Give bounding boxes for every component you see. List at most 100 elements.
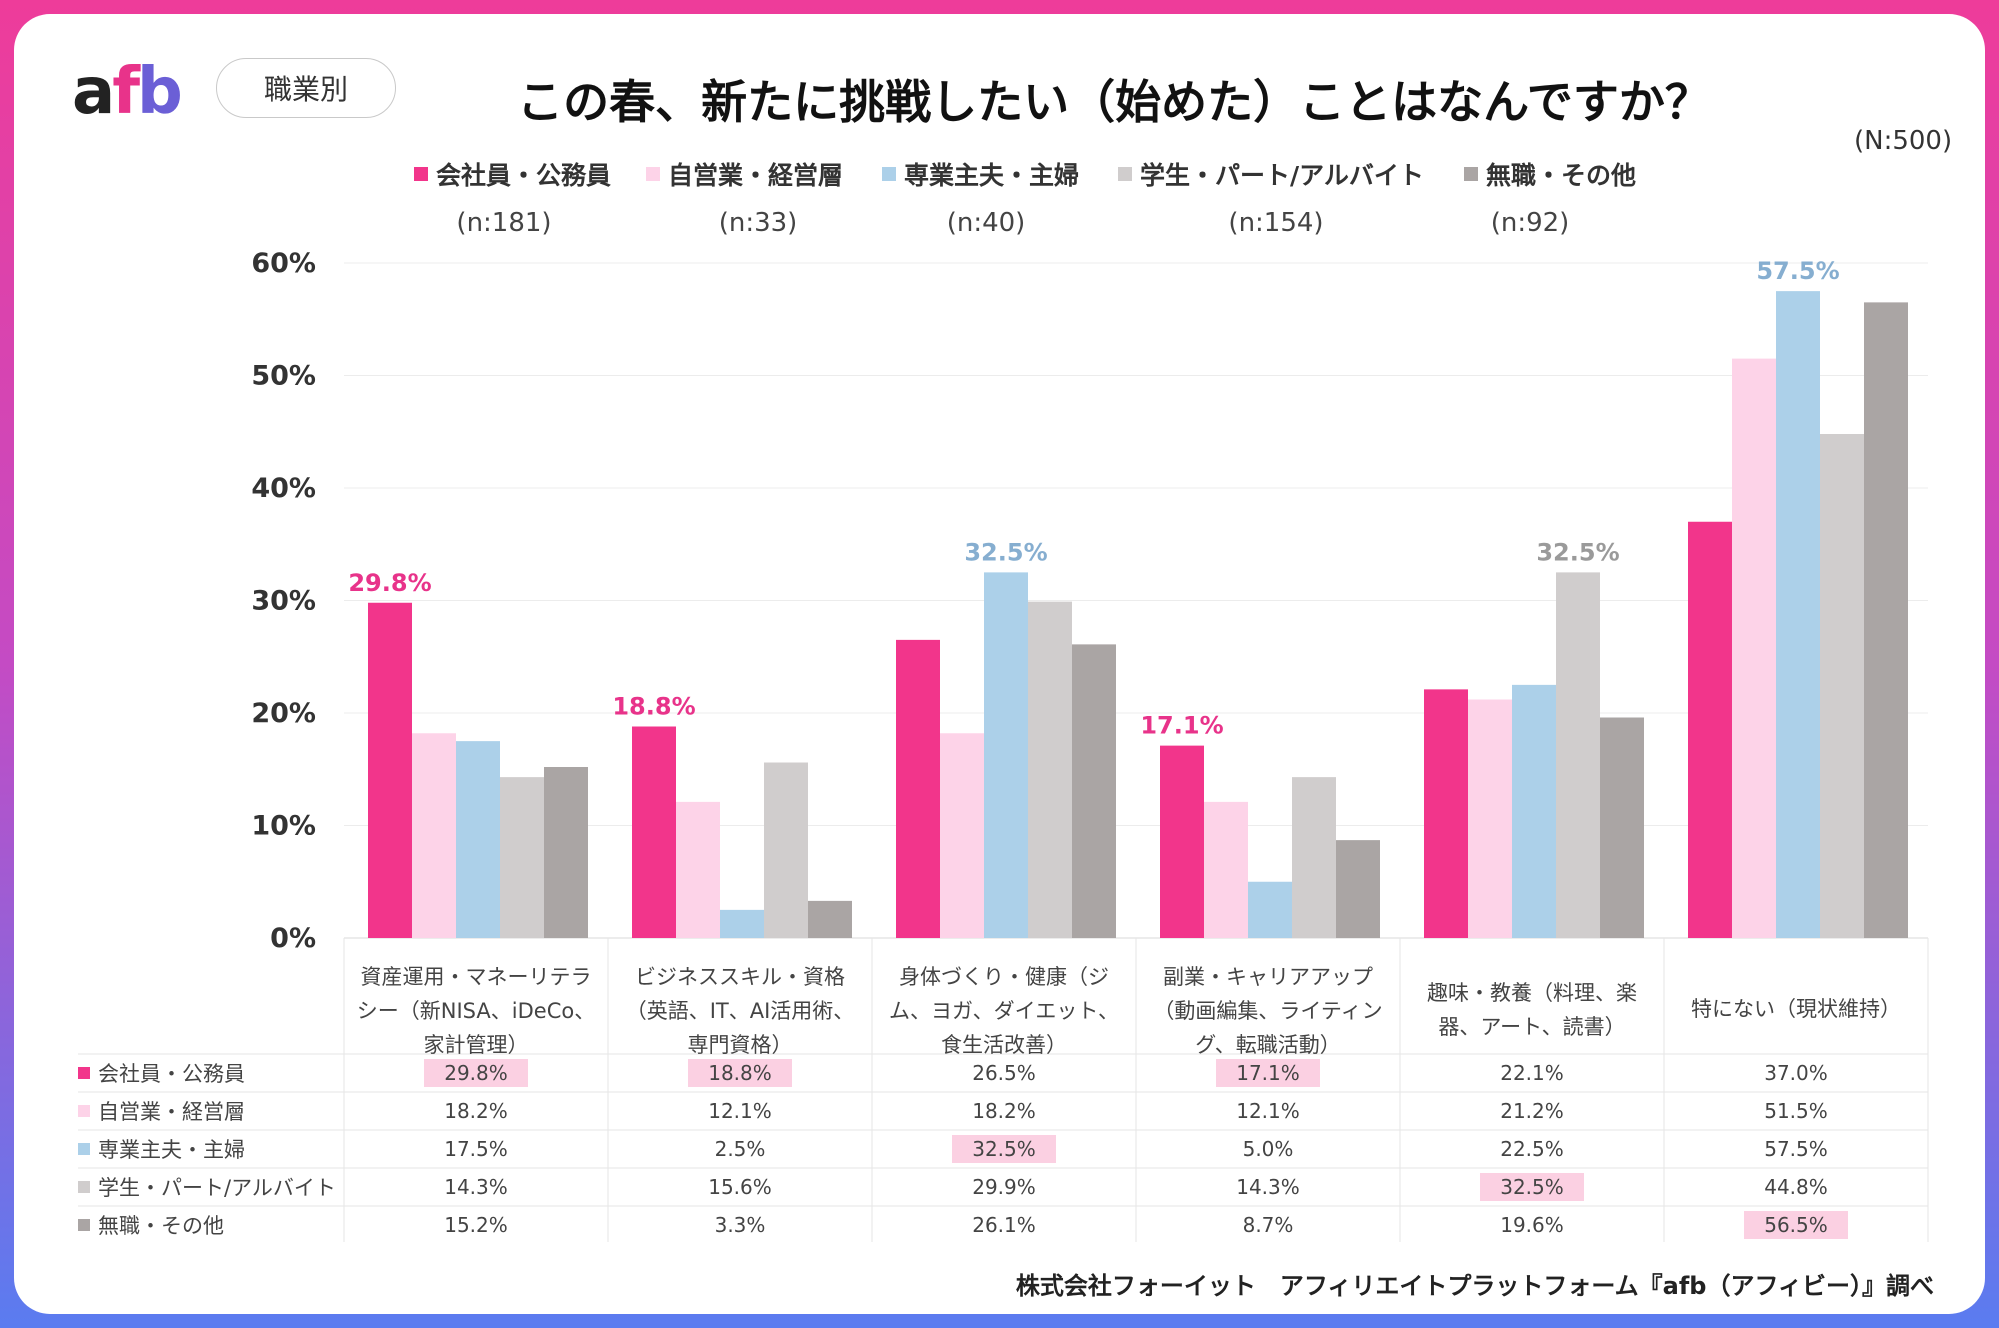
source-credit: 株式会社フォーイット アフィリエイトプラットフォーム『afb（アフィビー）』調べ (1015, 1272, 1934, 1300)
legend-item: 無職・その他 (1464, 156, 1636, 192)
table-row-label-text: 専業主夫・主婦 (98, 1138, 245, 1162)
category-badge: 職業別 (216, 58, 396, 118)
table-cell: 18.8% (608, 1059, 872, 1087)
table-cell-value: 21.2% (1500, 1099, 1564, 1123)
table-cell: 37.0% (1664, 1061, 1928, 1085)
table-cell: 18.2% (872, 1099, 1136, 1123)
table-cell-value: 26.5% (972, 1061, 1036, 1085)
legend-label: 会社員・公務員 (436, 161, 612, 190)
bar (940, 733, 984, 938)
table-cell: 21.2% (1400, 1099, 1664, 1123)
x-category-label: 趣味・教養（料理、楽 器、アート、読書） (1407, 976, 1657, 1044)
x-category-label-line: 資産運用・マネーリテラ (360, 965, 592, 989)
x-category-label-line: シー（新NISA、iDeCo、 (356, 999, 596, 1023)
legend-sample-size: (n:154) (1228, 208, 1324, 238)
table-cell-value: 29.8% (424, 1059, 528, 1087)
table-row-label-text: 会社員・公務員 (98, 1062, 245, 1086)
table-row-label: 無職・その他 (78, 1210, 358, 1240)
bar (1820, 434, 1864, 938)
bar (1248, 881, 1292, 938)
bar-value-label: 17.1% (1140, 712, 1223, 740)
table-cell-value: 57.5% (1764, 1137, 1828, 1161)
bar (368, 602, 412, 938)
table-row-swatch (78, 1219, 90, 1231)
bar (1600, 717, 1644, 938)
table-cell: 56.5% (1664, 1211, 1928, 1239)
table-cell: 14.3% (344, 1175, 608, 1199)
bar (1512, 684, 1556, 938)
bar (1336, 840, 1380, 938)
table-cell: 22.5% (1400, 1137, 1664, 1161)
bar-value-label: 57.5% (1756, 257, 1839, 285)
legend-swatch (882, 167, 896, 181)
table-cell-value: 26.1% (972, 1213, 1036, 1237)
table-cell: 26.1% (872, 1213, 1136, 1237)
table-cell-value: 18.8% (688, 1059, 792, 1087)
x-category-label-line: 身体づくり・健康（ジ (899, 965, 1109, 989)
table-cell-value: 29.9% (972, 1175, 1036, 1199)
table-cell-value: 37.0% (1764, 1061, 1828, 1085)
y-tick-label: 40% (251, 473, 316, 504)
table-row-swatch (78, 1067, 90, 1079)
x-category-label: 身体づくり・健康（ジ ム、ヨガ、ダイエット、 食生活改善） (879, 960, 1129, 1062)
legend-sample-size: (n:92) (1490, 208, 1570, 238)
y-tick-label: 30% (251, 586, 316, 617)
table-cell: 15.2% (344, 1213, 608, 1237)
table-cell: 19.6% (1400, 1213, 1664, 1237)
table-row-label: 学生・パート/アルバイト (78, 1172, 358, 1202)
table-cell: 44.8% (1664, 1175, 1928, 1199)
table-cell-value: 12.1% (708, 1099, 772, 1123)
bar-value-label: 29.8% (348, 569, 431, 597)
chart-card: afb 職業別 この春、新たに挑戦したい（始めた）ことはなんですか？ (N:50… (14, 14, 1985, 1314)
table-cell-value: 18.2% (972, 1099, 1036, 1123)
bar-value-label: 18.8% (612, 693, 695, 721)
table-cell: 17.1% (1136, 1059, 1400, 1087)
bar (1732, 358, 1776, 938)
table-row-swatch (78, 1105, 90, 1117)
table-cell: 29.8% (344, 1059, 608, 1087)
legend-swatch (646, 167, 660, 181)
bar (412, 733, 456, 938)
table-cell: 14.3% (1136, 1175, 1400, 1199)
bar (896, 639, 940, 938)
table-row-label: 専業主夫・主婦 (78, 1134, 358, 1164)
bar (1028, 601, 1072, 938)
legend-label: 学生・パート/アルバイト (1140, 161, 1424, 190)
table-cell: 3.3% (608, 1213, 872, 1237)
x-category-label-line: 趣味・教養（料理、楽 (1427, 981, 1637, 1005)
table-cell-value: 8.7% (1242, 1213, 1294, 1237)
table-row-label: 自営業・経営層 (78, 1096, 358, 1126)
x-category-label-line: （英語、IT、AI活用術、 (625, 999, 855, 1023)
bar-value-label: 32.5% (964, 538, 1047, 566)
x-category-label-line: 副業・キャリアアップ (1163, 965, 1373, 989)
table-cell-value: 15.2% (444, 1213, 508, 1237)
table-cell: 22.1% (1400, 1061, 1664, 1085)
table-cell-value: 32.5% (1480, 1173, 1584, 1201)
table-cell: 29.9% (872, 1175, 1136, 1199)
legend-item: 会社員・公務員 (414, 156, 611, 192)
legend-sample-size: (n:33) (718, 208, 798, 238)
bar (808, 900, 852, 938)
bar (1776, 291, 1820, 938)
table-cell-value: 18.2% (444, 1099, 508, 1123)
legend-item: 自営業・経営層 (646, 156, 843, 192)
table-cell-value: 22.1% (1500, 1061, 1564, 1085)
bar (1688, 521, 1732, 938)
legend-swatch (1118, 167, 1132, 181)
table-cell-value: 3.3% (714, 1213, 766, 1237)
table-row-label-text: 自営業・経営層 (98, 1100, 245, 1124)
bar (720, 909, 764, 938)
table-cell-value: 44.8% (1764, 1175, 1828, 1199)
y-tick-label: 0% (270, 923, 316, 954)
table-cell: 12.1% (608, 1099, 872, 1123)
table-cell: 2.5% (608, 1137, 872, 1161)
x-category-label-line: 専門資格） (687, 1033, 793, 1057)
y-tick-label: 60% (251, 248, 316, 279)
bar (500, 777, 544, 938)
bar (456, 741, 500, 938)
y-tick-label: 10% (251, 811, 316, 842)
table-row-swatch (78, 1143, 90, 1155)
table-cell: 32.5% (872, 1135, 1136, 1163)
afb-logo: afb (72, 55, 183, 129)
